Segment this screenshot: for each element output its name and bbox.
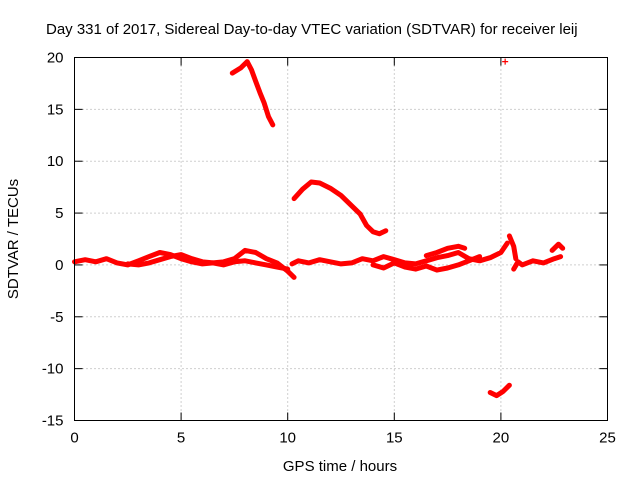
series-track-11 [487, 382, 512, 399]
series-outlier [502, 58, 509, 65]
series-track-5 [423, 243, 468, 259]
x-tick-label: 15 [386, 430, 403, 447]
x-tick-label: 10 [279, 430, 296, 447]
series-track-9 [229, 59, 276, 128]
x-tick-label: 0 [70, 430, 78, 447]
y-tick-label: 0 [55, 257, 63, 274]
y-axis-label: SDTVAR / TECUs [5, 179, 22, 299]
plot-frame [74, 57, 608, 421]
x-tick-label: 5 [177, 430, 185, 447]
x-axis-label: GPS time / hours [283, 458, 397, 475]
y-tick-label: -15 [42, 413, 64, 430]
series-track-6 [511, 254, 564, 272]
y-tick-label: 5 [55, 205, 63, 222]
y-tick-label: -5 [50, 309, 63, 326]
series-track-8 [549, 241, 566, 253]
series-track-7 [506, 233, 519, 262]
axis-ticks: 0 5 10 15 20 25 -15 -10 -5 0 5 10 15 20 [42, 50, 616, 447]
y-tick-label: 10 [47, 153, 64, 170]
x-tick-label: 20 [493, 430, 510, 447]
y-tick-label: 20 [47, 50, 64, 67]
series-track-1 [72, 247, 297, 280]
x-tick-label: 25 [599, 430, 616, 447]
series-track-10 [291, 179, 389, 237]
y-tick-label: 15 [47, 101, 64, 118]
series-track-4 [370, 254, 483, 273]
y-tick-label: -10 [42, 361, 64, 378]
plot-data [72, 58, 566, 399]
grid [74, 57, 608, 421]
series-track-2 [125, 252, 291, 272]
chart-title: Day 331 of 2017, Sidereal Day-to-day VTE… [46, 21, 578, 38]
